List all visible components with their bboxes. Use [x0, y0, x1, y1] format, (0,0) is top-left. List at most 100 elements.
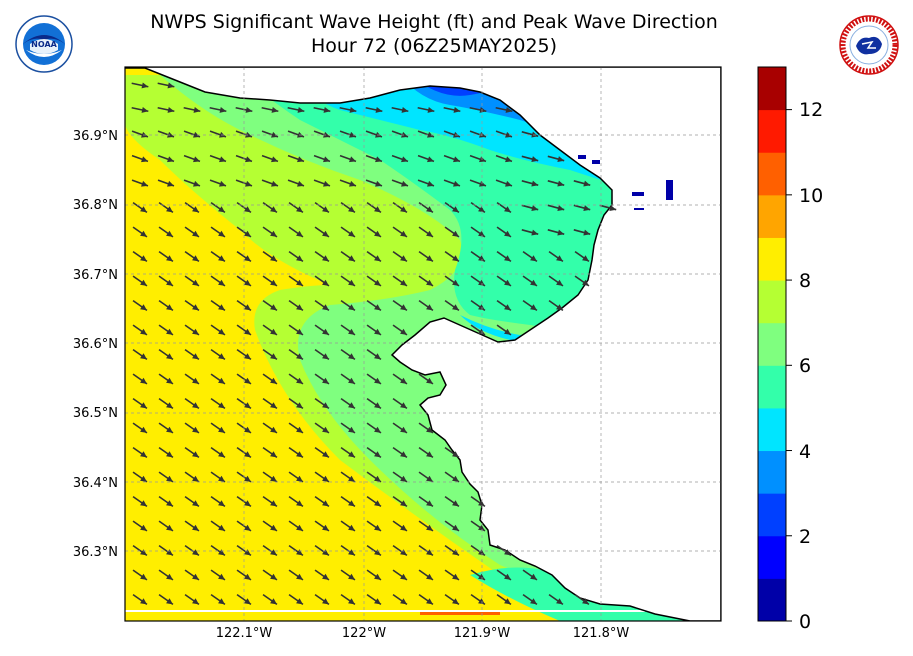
wave-direction-arrowhead	[166, 598, 173, 605]
wave-direction-arrowhead	[400, 451, 407, 458]
wave-direction-arrowhead	[374, 230, 381, 237]
wave-direction-arrowhead	[348, 573, 355, 580]
wave-direction-arrowhead	[166, 279, 173, 286]
colorbar	[758, 67, 792, 622]
wave-direction-arrowhead	[270, 328, 277, 335]
wave-direction-arrowhead	[557, 229, 565, 236]
wave-direction-arrowhead	[426, 573, 433, 580]
wave-direction-arrowhead	[270, 475, 277, 482]
wave-direction-arrowhead	[219, 156, 226, 163]
wave-direction-arrowhead	[270, 304, 277, 311]
chart-title: NWPS Significant Wave Height (ft) and Pe…	[150, 11, 718, 33]
wave-direction-arrowhead	[583, 180, 591, 187]
wave-direction-arrowhead	[218, 524, 225, 531]
wave-direction-arrowhead	[296, 549, 303, 556]
wave-direction-arrowhead	[322, 328, 329, 335]
wave-direction-arrowhead	[348, 230, 355, 237]
chart-subtitle: Hour 72 (06Z25MAY2025)	[310, 35, 558, 57]
wave-direction-arrowhead	[322, 377, 329, 384]
wave-direction-arrowhead	[218, 426, 225, 433]
wave-direction-arrowhead	[531, 229, 539, 236]
wave-direction-arrowhead	[140, 206, 147, 213]
wave-direction-arrowhead	[374, 426, 381, 433]
wave-direction-arrowhead	[218, 328, 225, 335]
wave-direction-arrowhead	[348, 475, 355, 482]
wave-direction-arrowhead	[505, 131, 512, 138]
wave-direction-arrowhead	[192, 328, 199, 335]
wave-direction-arrowhead	[296, 451, 303, 458]
wave-direction-arrowhead	[244, 524, 251, 531]
wave-direction-arrowhead	[348, 279, 355, 286]
wave-direction-arrowhead	[297, 106, 305, 113]
wave-direction-arrowhead	[244, 353, 251, 360]
wave-direction-arrowhead	[192, 230, 199, 237]
wave-direction-arrowhead	[244, 206, 251, 213]
wave-direction-arrowhead	[270, 598, 277, 605]
colorbar-tick-label: 4	[799, 441, 811, 463]
wave-direction-arrowhead	[478, 304, 485, 311]
wave-direction-arrowhead	[166, 353, 173, 360]
wave-direction-arrowhead	[426, 426, 433, 433]
wave-direction-arrowhead	[452, 279, 459, 286]
wave-direction-arrowhead	[400, 549, 407, 556]
wave-direction-arrowhead	[478, 573, 485, 580]
wave-direction-arrowhead	[218, 500, 225, 507]
wave-direction-arrowhead	[322, 304, 329, 311]
wave-direction-arrowhead	[349, 180, 356, 187]
wave-direction-arrowhead	[427, 106, 435, 113]
wave-direction-arrowhead	[400, 230, 407, 237]
wave-direction-arrowhead	[504, 206, 511, 213]
wave-direction-arrowhead	[374, 279, 381, 286]
wave-direction-arrowhead	[192, 377, 199, 384]
wave-direction-arrowhead	[478, 524, 485, 531]
wave-direction-arrowhead	[582, 598, 589, 605]
wave-direction-arrowhead	[478, 279, 485, 286]
wave-direction-arrowhead	[400, 279, 407, 286]
wave-direction-arrowhead	[374, 549, 381, 556]
wave-direction-arrowhead	[531, 205, 539, 212]
wave-direction-arrowhead	[270, 353, 277, 360]
wave-direction-arrowhead	[140, 353, 147, 360]
wave-direction-arrowhead	[167, 106, 175, 113]
wave-direction-arrowhead	[193, 131, 200, 138]
wave-direction-arrowhead	[270, 500, 277, 507]
wave-direction-arrowhead	[218, 279, 225, 286]
wave-direction-arrowhead	[452, 598, 459, 605]
wave-direction-arrowhead	[426, 279, 433, 286]
wave-direction-arrowhead	[192, 598, 199, 605]
wave-direction-arrowhead	[166, 230, 173, 237]
wave-direction-arrowhead	[140, 549, 147, 556]
wave-direction-arrowhead	[426, 524, 433, 531]
wave-direction-arrowhead	[322, 279, 329, 286]
wave-direction-arrowhead	[374, 255, 381, 262]
wave-direction-arrowhead	[375, 180, 382, 187]
wave-direction-arrowhead	[322, 255, 329, 262]
wave-direction-arrowhead	[348, 353, 355, 360]
wave-direction-arrowhead	[192, 206, 199, 213]
colorbar-segment	[758, 194, 786, 238]
wave-direction-arrowhead	[218, 230, 225, 237]
wave-direction-arrowhead	[166, 573, 173, 580]
colorbar-segment	[758, 407, 786, 452]
wave-direction-arrowhead	[192, 549, 199, 556]
wave-direction-arrowhead	[218, 475, 225, 482]
wave-direction-arrowhead	[140, 279, 147, 286]
wave-direction-arrowhead	[140, 598, 147, 605]
wave-direction-arrowhead	[322, 402, 329, 409]
wave-direction-arrowhead	[270, 451, 277, 458]
wave-direction-arrowhead	[400, 377, 407, 384]
wave-direction-arrowhead	[453, 106, 461, 113]
map-gridlines	[125, 67, 721, 621]
colorbar-segment	[758, 109, 786, 153]
wave-direction-arrowhead	[166, 524, 173, 531]
lon-tick-label: 122°W	[342, 626, 386, 641]
wave-direction-arrowhead	[374, 377, 381, 384]
colorbar-tick-label: 2	[799, 526, 811, 548]
wave-direction-arrowhead	[296, 328, 303, 335]
wave-direction-arrowhead	[348, 451, 355, 458]
wave-direction-arrowhead	[271, 180, 278, 187]
wave-direction-arrowhead	[244, 475, 251, 482]
colorbar-tick-label: 6	[799, 355, 811, 377]
colorbar-frame	[757, 66, 787, 622]
